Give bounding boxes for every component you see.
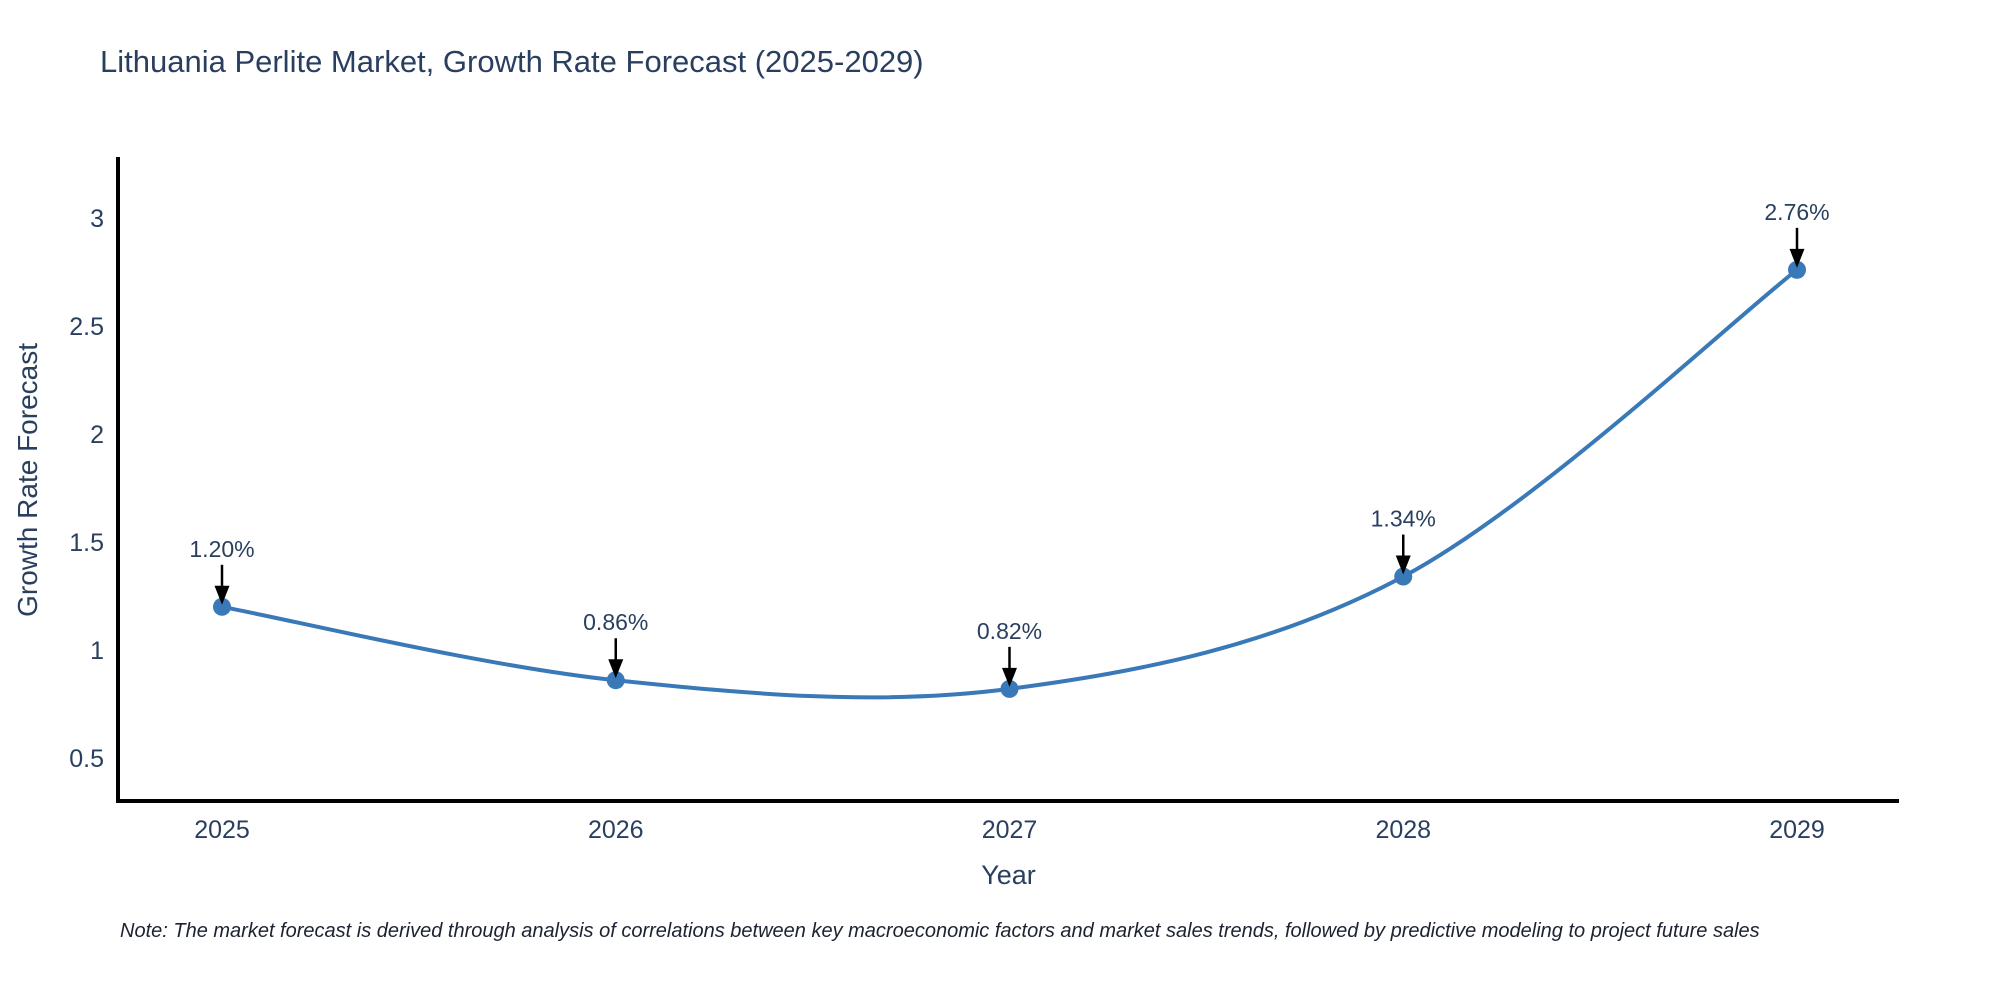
annotation-arrowhead-icon	[1789, 248, 1805, 268]
chart-title: Lithuania Perlite Market, Growth Rate Fo…	[100, 44, 924, 79]
x-tick-label: 2029	[1769, 816, 1825, 844]
y-tick-label: 1	[90, 637, 104, 665]
annotation-arrowhead-icon	[608, 659, 624, 679]
point-value-label: 0.82%	[977, 618, 1042, 644]
x-tick-label: 2025	[194, 816, 250, 844]
point-value-label: 1.34%	[1371, 506, 1436, 532]
point-value-label: 0.86%	[583, 609, 648, 635]
x-tick-label: 2027	[982, 816, 1038, 844]
x-tick-label: 2028	[1375, 816, 1431, 844]
data-point-2029	[1788, 260, 1806, 279]
forecast-spline-line	[220, 267, 1799, 700]
data-point-2025	[213, 597, 231, 616]
footnote-text: Note: The market forecast is derived thr…	[120, 920, 1760, 942]
y-tick-label: 3	[90, 205, 104, 233]
data-point-2028	[1394, 567, 1413, 586]
annotation-arrowhead-icon	[1395, 555, 1411, 575]
y-tick-label: 0.5	[69, 745, 104, 773]
x-axis-title: Year	[981, 860, 1036, 890]
x-tick-label: 2026	[588, 816, 644, 844]
data-point-2026	[606, 671, 625, 690]
point-value-label: 1.20%	[189, 536, 254, 562]
y-tick-label: 2.5	[69, 313, 104, 341]
point-value-label: 2.76%	[1764, 199, 1829, 225]
data-point-2027	[1000, 679, 1019, 698]
annotation-arrowhead-icon	[1002, 667, 1017, 687]
y-tick-label: 1.5	[69, 529, 104, 557]
y-tick-label: 2	[90, 421, 104, 449]
annotation-arrowhead-icon	[214, 585, 230, 605]
